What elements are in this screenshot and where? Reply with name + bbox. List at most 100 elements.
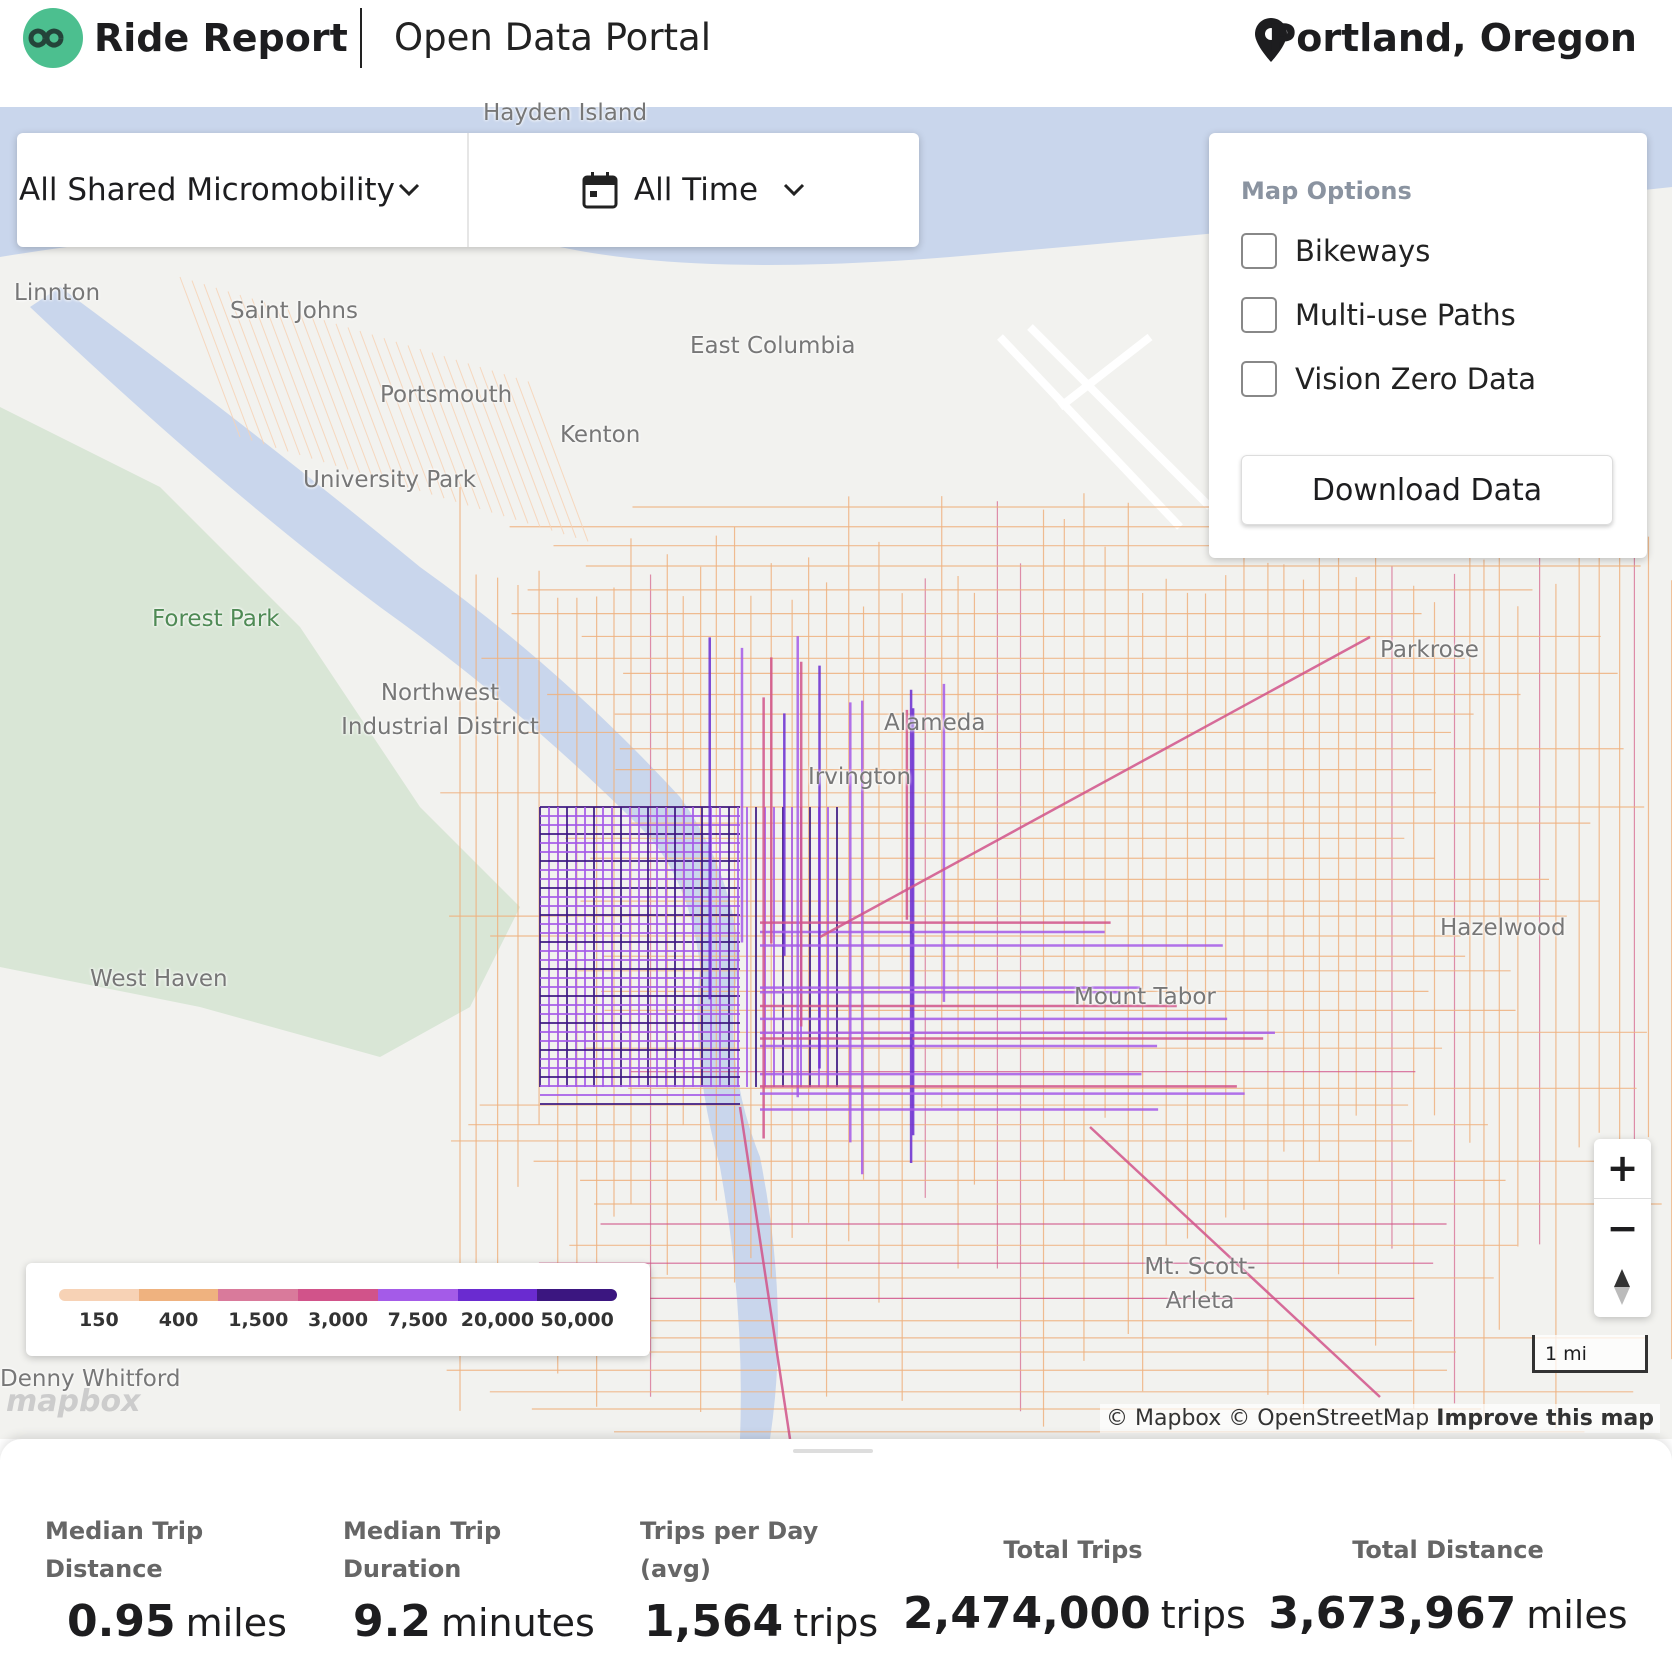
zoom-in[interactable]: +	[1606, 1146, 1639, 1190]
legend: 150 400 1,500 3,000 7,500 20,000 50,000	[26, 1263, 650, 1356]
streets	[179, 276, 1672, 1439]
street	[738, 1106, 792, 1439]
map-label: East Columbia	[690, 333, 856, 359]
stat-label: Median Trip Distance	[45, 1517, 204, 1583]
legend-label: 3,000	[307, 1309, 369, 1331]
option-label: Bikeways	[1295, 234, 1431, 268]
drag-handle[interactable]	[793, 1449, 873, 1453]
legend-swatch	[218, 1289, 299, 1301]
street	[347, 327, 409, 488]
download-button[interactable]: Download Data	[1241, 455, 1613, 525]
map-label: West Haven	[90, 966, 228, 992]
map-label: Hazelwood	[1440, 915, 1566, 941]
mode-dropdown[interactable]: All Shared Micromobility	[17, 133, 467, 247]
street	[323, 320, 385, 481]
street	[251, 298, 313, 459]
logo	[23, 8, 83, 68]
map-label: Northwest Industrial District	[341, 680, 539, 740]
street	[311, 316, 373, 477]
divider	[360, 8, 362, 68]
legend-label: 50,000	[540, 1309, 614, 1331]
stat: Median Trip Duration 9.2 minutes	[343, 1512, 595, 1647]
legend-swatch	[457, 1289, 538, 1301]
map-label: Denny Whitford	[0, 1366, 181, 1392]
improve-link[interactable]: Improve this map	[1436, 1406, 1654, 1431]
street	[407, 345, 469, 506]
stat-value: 2,474,000	[903, 1588, 1151, 1639]
stat-value: 0.95	[67, 1596, 176, 1647]
street	[819, 635, 1371, 939]
chevron	[398, 183, 420, 197]
filter-bar: All Shared Micromobility All Time	[17, 133, 919, 247]
street	[467, 363, 529, 524]
map-label: Forest Park	[152, 606, 280, 632]
street	[299, 312, 361, 474]
portal-title: Open Data Portal	[394, 16, 711, 59]
legend-label: 150	[79, 1309, 119, 1331]
map-label: Portsmouth	[380, 382, 513, 408]
stat-value: 1,564	[644, 1596, 784, 1647]
street	[479, 366, 541, 528]
street	[395, 341, 457, 502]
street	[191, 280, 253, 441]
street	[515, 377, 577, 538]
map-label: Alameda	[884, 710, 986, 736]
stat: Median Trip Distance 0.95 miles	[45, 1512, 287, 1647]
street	[179, 276, 241, 438]
option[interactable]: Bikeways	[1241, 233, 1430, 269]
option[interactable]: Vision Zero Data	[1241, 361, 1536, 397]
checkbox[interactable]	[1241, 233, 1277, 269]
legend-swatch	[138, 1289, 219, 1301]
legend-label: 400	[158, 1309, 199, 1331]
street	[443, 356, 505, 517]
stat-unit: minutes	[440, 1601, 595, 1645]
map-label: Hayden Island	[483, 100, 648, 126]
legend-swatch	[59, 1289, 139, 1301]
park	[0, 407, 520, 1057]
street	[419, 348, 481, 510]
option-label: Multi-use Paths	[1295, 298, 1516, 332]
street	[527, 381, 589, 542]
legend-label: 7,500	[387, 1309, 448, 1331]
option-label: Vision Zero Data	[1295, 362, 1536, 396]
street	[263, 302, 325, 463]
time-dropdown[interactable]: All Time	[469, 133, 919, 247]
map-label: Parkrose	[1380, 637, 1479, 663]
scale-bar: 1 mi	[1532, 1335, 1648, 1373]
stat: Trips per Day (avg) 1,564 trips	[640, 1512, 878, 1647]
map-label: Mt. Scott-Arleta	[1144, 1254, 1256, 1314]
attribution-text: © Mapbox © OpenStreetMap	[1106, 1406, 1430, 1431]
street	[239, 294, 301, 456]
legend-swatch	[377, 1289, 458, 1301]
map-label: Linnton	[14, 280, 101, 306]
street	[335, 323, 397, 484]
street	[455, 359, 517, 520]
map-label: Saint Johns	[230, 298, 358, 324]
street	[275, 305, 337, 466]
mapbox-logo[interactable]: mapbox	[6, 1384, 141, 1419]
street	[491, 370, 553, 531]
city[interactable]: Portland, Oregon	[1268, 16, 1637, 60]
stat-value: 9.2	[353, 1596, 431, 1647]
stat-unit: miles	[185, 1601, 287, 1645]
street	[359, 330, 421, 492]
stats-panel	[0, 1439, 1672, 1654]
street	[383, 338, 445, 499]
map-label: Kenton	[560, 422, 641, 448]
street	[203, 284, 265, 445]
legend-label: 1,500	[228, 1309, 289, 1331]
legend-label: 20,000	[460, 1309, 535, 1331]
header: Ride Report Open Data Portal Portland, O…	[0, 0, 1672, 107]
checkbox[interactable]	[1241, 297, 1277, 333]
legend-bar	[59, 1289, 617, 1301]
street	[1089, 1126, 1381, 1398]
mode-text: All Shared Micromobility	[19, 172, 395, 208]
compass[interactable]	[1612, 1267, 1632, 1307]
divider	[467, 133, 469, 247]
zoom-out[interactable]: −	[1594, 1198, 1651, 1257]
stat: Total Trips 2,474,000 trips	[903, 1512, 1246, 1639]
stat-value: 3,673,967	[1268, 1588, 1517, 1639]
option[interactable]: Multi-use Paths	[1241, 297, 1516, 333]
checkbox[interactable]	[1241, 361, 1277, 397]
